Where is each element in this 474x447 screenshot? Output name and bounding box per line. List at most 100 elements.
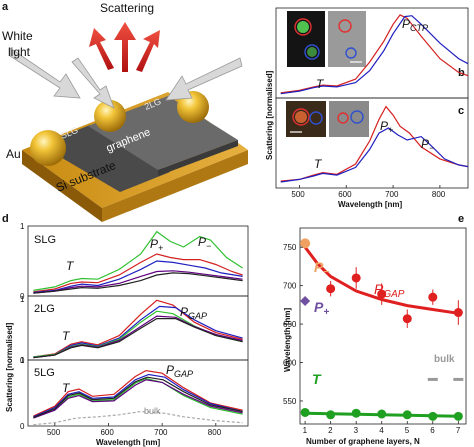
au-label: Au bbox=[6, 147, 21, 161]
panel-d-5lg-name: 5LG bbox=[34, 367, 55, 379]
panel-e-frame bbox=[299, 227, 467, 425]
series-line-d-5lg-4 bbox=[33, 376, 243, 418]
series-line-d-slg-2 bbox=[33, 260, 243, 294]
panel-a: a Scattering White bbox=[2, 1, 248, 222]
panel-e-point bbox=[326, 410, 336, 420]
panel-e-point bbox=[351, 273, 361, 283]
e-x-tick-label: 7 bbox=[456, 426, 461, 435]
d-x-tick-label: 700 bbox=[154, 428, 168, 437]
panel-b-insets bbox=[287, 11, 366, 67]
e-x-tick-label: 3 bbox=[354, 426, 359, 435]
panel-e-point bbox=[300, 296, 311, 307]
gold-nanoparticle-left bbox=[30, 130, 66, 166]
e-y-tick-label: 650 bbox=[283, 320, 297, 329]
d-x-tick-label: 500 bbox=[47, 428, 61, 437]
panel-d-2lg-pgap-label: PGAP bbox=[180, 305, 207, 321]
series-line-c-1 bbox=[280, 127, 469, 183]
panel-e-bulk-label: bulk bbox=[434, 354, 455, 365]
panel-e-point bbox=[453, 308, 463, 318]
panel-b-pctp-label: PCTP bbox=[402, 17, 428, 33]
d-y-tick-label: 1 bbox=[20, 295, 25, 304]
series-line-d-slg-1 bbox=[33, 253, 243, 293]
scattering-arrow-right bbox=[136, 30, 160, 72]
d-x-tick-label: 600 bbox=[100, 428, 114, 437]
bc-x-tick-label: 700 bbox=[385, 190, 399, 199]
bc-x-tick-label: 500 bbox=[291, 190, 305, 199]
panel-d-xlabel: Wavelength [nm] bbox=[96, 438, 160, 447]
panel-d-slg-name: SLG bbox=[34, 234, 56, 246]
panel-e-point bbox=[428, 292, 438, 302]
scattering-label: Scattering bbox=[100, 1, 154, 15]
series-line-d-slg-4 bbox=[33, 272, 243, 294]
panels-bc-xticks: 500 600 700 800 bbox=[291, 185, 446, 199]
series-line-c-0 bbox=[280, 105, 469, 182]
panel-e-pgap-label: PGAP bbox=[374, 281, 405, 300]
panel-c-pminus-label: P− bbox=[421, 137, 434, 153]
e-x-tick-label: 1 bbox=[303, 426, 308, 435]
panel-e-point bbox=[453, 411, 463, 421]
e-x-tick-label: 6 bbox=[430, 426, 435, 435]
bc-x-tick-label: 800 bbox=[432, 190, 446, 199]
panel-e-point bbox=[402, 314, 412, 324]
panel-e-point bbox=[402, 410, 412, 420]
d-y-tick-label: 0 bbox=[20, 356, 25, 365]
series-line-d-5lg-0 bbox=[33, 369, 243, 417]
si-substrate-side-left bbox=[22, 150, 102, 222]
gold-nanoparticle-right bbox=[177, 91, 209, 123]
series-line-d-5lg-3 bbox=[33, 379, 243, 419]
series-line-d-5lg-1 bbox=[33, 373, 243, 418]
panel-d-xticks: 500 600 700 800 bbox=[47, 423, 222, 437]
series-line-d-2lg-1 bbox=[33, 305, 243, 358]
panel-c-plot bbox=[280, 105, 469, 183]
panel-e-plot bbox=[300, 238, 464, 421]
panel-d-5lg-t-label: T bbox=[62, 381, 71, 395]
e-y-tick-label: 600 bbox=[283, 359, 297, 368]
panel-e-point bbox=[377, 289, 387, 299]
e-y-tick-label: 550 bbox=[283, 397, 297, 406]
panel-c-insets bbox=[286, 101, 369, 137]
scattering-arrow-left bbox=[89, 28, 114, 70]
panels-bc: b c PCTP T P+ bbox=[265, 7, 469, 209]
panel-e-point bbox=[326, 284, 336, 294]
panel-d-slg-plot bbox=[33, 230, 243, 294]
series-line-b-0 bbox=[280, 14, 469, 94]
panel-d-2lg-name: 2LG bbox=[34, 303, 55, 315]
white-light-arrow-left bbox=[9, 47, 81, 99]
panel-e-xlabel: Number of graphene layers, N bbox=[306, 437, 420, 446]
series-line-d-5lg-5 bbox=[33, 410, 243, 426]
panel-e-point bbox=[428, 411, 438, 421]
e-x-tick-label: 5 bbox=[405, 426, 410, 435]
scattering-arrow-center bbox=[114, 22, 136, 72]
si-substrate-side-front bbox=[102, 150, 248, 222]
panel-b-plot bbox=[280, 14, 469, 95]
bc-x-tick-label: 600 bbox=[338, 190, 352, 199]
panel-c-t-label: T bbox=[314, 157, 323, 171]
panel-e-xticks: 1 2 3 4 5 6 7 bbox=[303, 421, 461, 435]
e-y-tick-label: 750 bbox=[283, 243, 297, 252]
panel-c-frame bbox=[275, 97, 469, 189]
panel-d-bulk-label: bulk bbox=[144, 406, 161, 416]
panel-e-point bbox=[377, 409, 387, 419]
white-light-arrow-center bbox=[71, 57, 115, 109]
panel-e-ylabel: Wavelength [nm] bbox=[283, 308, 292, 372]
panel-d-5lg-frame bbox=[27, 359, 249, 427]
panel-a-letter: a bbox=[2, 1, 9, 13]
panel-d-letter: d bbox=[2, 213, 9, 225]
panels-bc-ylabel: Scattering [normalised] bbox=[265, 70, 274, 160]
d-y-tick-label: 0 bbox=[20, 422, 25, 431]
series-line-d-slg-0 bbox=[33, 230, 243, 291]
panel-e-fit-0 bbox=[303, 246, 459, 315]
panel-c-pplus-label: P+ bbox=[380, 119, 393, 135]
graphene-edge bbox=[158, 140, 238, 176]
panel-e-point bbox=[300, 238, 311, 249]
panel-e-yticks: 550 600 650 700 750 bbox=[283, 243, 303, 406]
panel-e-point bbox=[300, 407, 310, 417]
d-y-tick-label: 1 bbox=[20, 356, 25, 365]
panel-b-t-label: T bbox=[316, 77, 325, 91]
series-line-d-2lg-0 bbox=[33, 299, 243, 358]
panel-e-point bbox=[351, 408, 361, 418]
panel-d-slg-t-label: T bbox=[66, 259, 75, 273]
